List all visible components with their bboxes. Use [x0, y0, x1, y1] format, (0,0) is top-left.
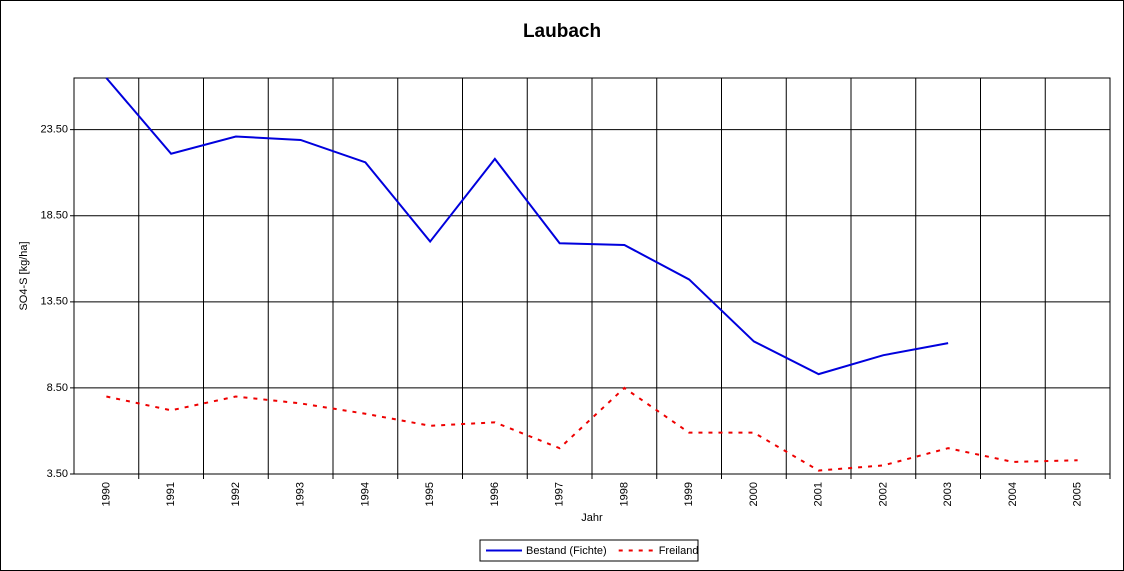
legend-box — [479, 539, 699, 562]
y-tick-label: 8.50 — [47, 382, 68, 394]
y-axis-label: SO4-S [kg/ha] — [18, 241, 30, 310]
x-tick-label: 1997 — [554, 482, 566, 506]
x-tick-label: 1991 — [165, 482, 177, 506]
x-axis-label: Jahr — [581, 512, 603, 524]
y-tick-label: 18.50 — [40, 210, 68, 222]
x-tick-label: 2002 — [877, 482, 889, 506]
x-tick-label: 1996 — [489, 482, 501, 506]
x-tick-label: 1995 — [424, 482, 436, 506]
x-tick-label: 1993 — [295, 482, 307, 506]
x-tick-label: 1992 — [230, 482, 242, 506]
x-tick-label: 2005 — [1072, 482, 1084, 506]
x-tick-label: 1998 — [618, 482, 630, 506]
x-tick-label: 2001 — [813, 482, 825, 506]
legend-label: Freiland — [659, 545, 699, 557]
x-tick-label: 1990 — [100, 482, 112, 506]
x-tick-label: 1999 — [683, 482, 695, 506]
x-tick-label: 2003 — [942, 482, 954, 506]
chart-title: Laubach — [523, 21, 601, 42]
y-tick-label: 23.50 — [40, 124, 68, 136]
data-line — [105, 77, 949, 376]
y-tick-label: 3.50 — [47, 468, 68, 480]
y-tick-label: 13.50 — [40, 296, 68, 308]
x-tick-label: 1994 — [359, 482, 371, 506]
legend-label: Bestand (Fichte) — [526, 545, 607, 557]
x-tick-label: 2000 — [748, 482, 760, 506]
x-tick-label: 2004 — [1007, 482, 1019, 506]
